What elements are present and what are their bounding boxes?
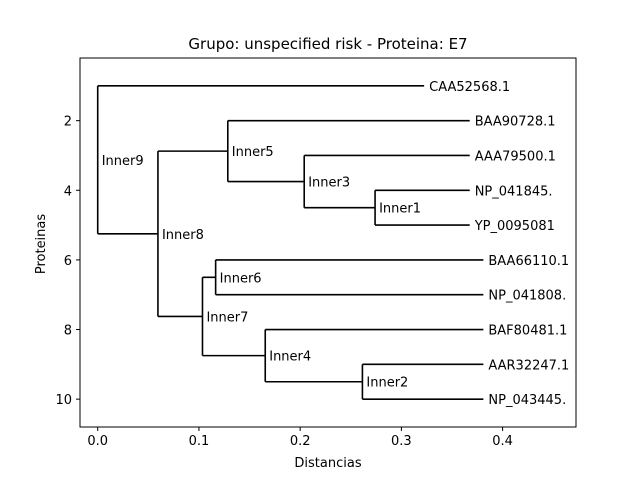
clade-label-inner6: Inner6 bbox=[220, 271, 262, 286]
chart-title: Grupo: unspecified risk - Proteina: E7 bbox=[188, 35, 467, 53]
leaf-label: NP_041845. bbox=[475, 184, 553, 199]
leaf-label: AAA79500.1 bbox=[475, 149, 556, 164]
x-tick-label: 0.4 bbox=[492, 434, 513, 449]
clade-label-inner4: Inner4 bbox=[269, 350, 311, 365]
leaf-label: YP_0095081 bbox=[474, 219, 555, 234]
leaf-label: NP_043445. bbox=[488, 393, 566, 408]
leaf-label: CAA52568.1 bbox=[429, 80, 510, 95]
x-axis-ticks: 0.0 0.1 0.2 0.3 0.4 bbox=[87, 427, 513, 449]
clade-label-inner1: Inner1 bbox=[379, 202, 421, 217]
y-tick-label: 4 bbox=[64, 184, 72, 199]
y-axis-label: Proteinas bbox=[34, 214, 49, 275]
y-tick-label: 8 bbox=[64, 324, 72, 339]
leaf-label: BAF80481.1 bbox=[488, 324, 567, 339]
x-tick-label: 0.0 bbox=[87, 434, 108, 449]
tree-edges bbox=[96, 85, 484, 400]
plot-area: Inner1 Inner3 Inner5 Inner2 Inner4 Inner6 Inne… bbox=[96, 80, 570, 408]
x-axis-label: Distancias bbox=[294, 456, 361, 471]
clade-label-inner7: Inner7 bbox=[206, 310, 248, 325]
x-tick-label: 0.2 bbox=[290, 434, 311, 449]
leaf-label: NP_041808. bbox=[488, 289, 566, 304]
x-tick-label: 0.3 bbox=[391, 434, 412, 449]
y-tick-label: 6 bbox=[64, 254, 72, 269]
clade-label-inner5: Inner5 bbox=[232, 145, 274, 160]
leaf-label: BAA90728.1 bbox=[475, 115, 556, 130]
leaf-label: BAA66110.1 bbox=[488, 254, 569, 269]
clade-label-inner8: Inner8 bbox=[162, 228, 204, 243]
clade-label-inner2: Inner2 bbox=[366, 376, 408, 391]
node-labels: Inner1 Inner3 Inner5 Inner2 Inner4 Inner6 Inne… bbox=[102, 80, 570, 408]
y-tick-label: 10 bbox=[55, 393, 72, 408]
y-axis-ticks: 2 4 6 8 10 bbox=[55, 115, 80, 408]
leaf-label: AAR32247.1 bbox=[488, 358, 569, 373]
axes-frame bbox=[79, 57, 577, 428]
clade-label-inner3: Inner3 bbox=[308, 176, 350, 191]
clade-label-inner9: Inner9 bbox=[102, 154, 144, 169]
x-tick-label: 0.1 bbox=[189, 434, 210, 449]
y-tick-label: 2 bbox=[64, 115, 72, 130]
